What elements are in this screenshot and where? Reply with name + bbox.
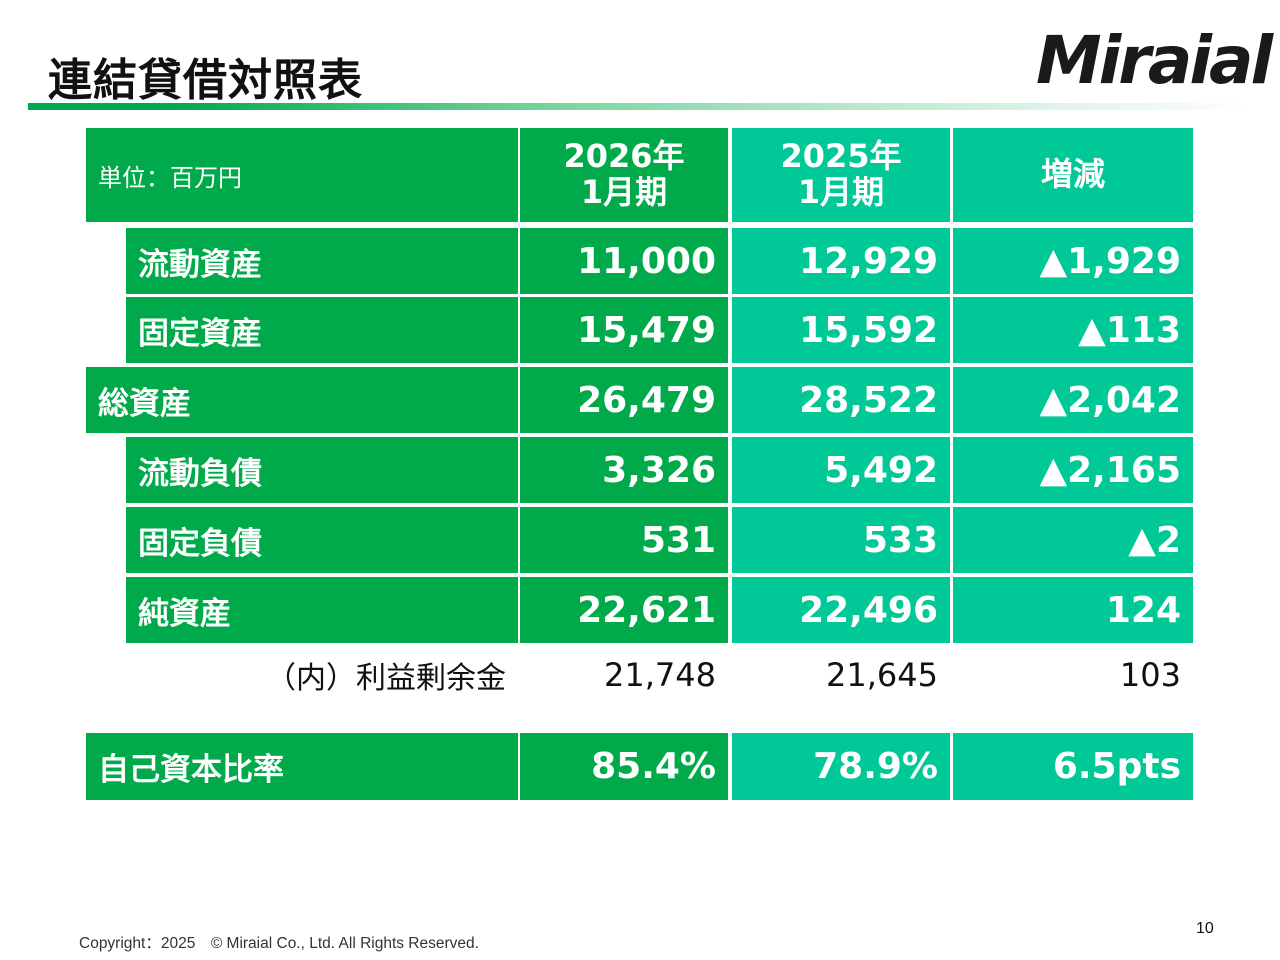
cell-2026: 22,621 [520,577,728,643]
row-label-total-assets: 総資産 [86,367,518,433]
cell-diff: ▲1,929 [953,228,1193,294]
copyright-text: Copyright：2025 © Miraial Co., Ltd. All R… [79,935,479,952]
cell-2026: 531 [520,507,728,573]
header-2026: 2026年 1月期 [520,128,728,222]
cell-2026: 85.4% [520,733,728,800]
cell-2026: 26,479 [520,367,728,433]
cell-2025: 15,592 [732,297,950,363]
cell-diff: 103 [1119,656,1181,694]
header-2025: 2025年 1月期 [732,128,950,222]
row-label-fixed-liabilities: 固定負債 [126,507,518,573]
cell-2026: 15,479 [520,297,728,363]
row-label-current-liabilities: 流動負債 [126,437,518,503]
cell-diff: ▲2,165 [953,437,1193,503]
page-title: 連結貸借対照表 [48,55,363,106]
row-label-fixed-assets: 固定資産 [126,297,518,363]
cell-2025: 78.9% [732,733,950,800]
header-unit: 単位：百万円 [86,128,518,222]
row-label-retained-earnings: （内）利益剰余金 [266,661,506,696]
row-label-equity-ratio: 自己資本比率 [86,733,518,800]
title-underline [28,103,1252,110]
cell-2025: 21,645 [826,656,938,694]
row-label-net-assets: 純資産 [126,577,518,643]
cell-2025: 533 [732,507,950,573]
cell-diff: ▲2 [953,507,1193,573]
cell-2025: 28,522 [732,367,950,433]
cell-diff: ▲2,042 [953,367,1193,433]
cell-2025: 22,496 [732,577,950,643]
cell-2026: 3,326 [520,437,728,503]
cell-diff: ▲113 [953,297,1193,363]
cell-2025: 5,492 [732,437,950,503]
row-label-current-assets: 流動資産 [126,228,518,294]
cell-diff: 124 [953,577,1193,643]
cell-2026: 11,000 [520,228,728,294]
cell-2026: 21,748 [604,656,716,694]
page-number: 10 [1196,920,1214,937]
company-logo: Miraial [1036,22,1273,99]
cell-2025: 12,929 [732,228,950,294]
cell-diff: 6.5pts [953,733,1193,800]
header-diff: 増減 [953,128,1193,222]
